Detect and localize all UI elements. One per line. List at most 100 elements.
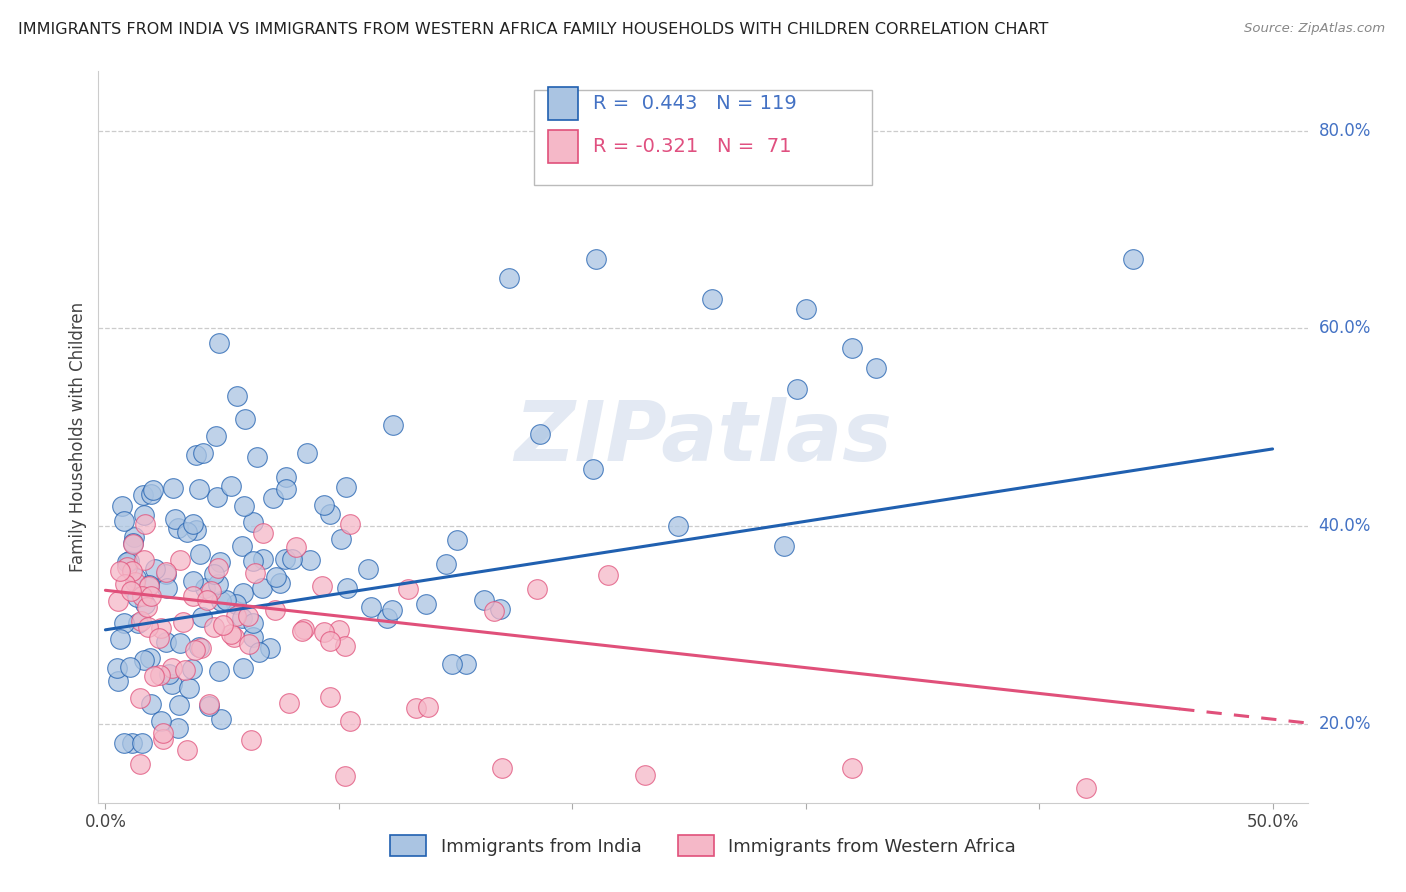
Point bbox=[207, 490, 229, 504]
Point bbox=[148, 632, 170, 646]
Point bbox=[211, 594, 233, 608]
Point bbox=[211, 617, 233, 632]
Point bbox=[112, 616, 135, 631]
Point bbox=[198, 698, 221, 713]
Point bbox=[169, 698, 191, 712]
Point bbox=[152, 731, 174, 746]
Point bbox=[207, 561, 229, 575]
Point bbox=[111, 500, 134, 514]
Point bbox=[108, 632, 131, 646]
Point bbox=[202, 566, 225, 581]
Point bbox=[381, 603, 404, 617]
Text: IMMIGRANTS FROM INDIA VS IMMIGRANTS FROM WESTERN AFRICA FAMILY HOUSEHOLDS WITH C: IMMIGRANTS FROM INDIA VS IMMIGRANTS FROM… bbox=[18, 22, 1049, 37]
Point bbox=[105, 661, 128, 675]
Point bbox=[150, 621, 173, 635]
Point bbox=[233, 412, 256, 426]
Point bbox=[238, 637, 260, 651]
Point bbox=[160, 660, 183, 674]
Point bbox=[115, 559, 138, 574]
Point bbox=[219, 479, 242, 493]
Point bbox=[405, 701, 427, 715]
Point bbox=[225, 609, 247, 624]
Point bbox=[274, 552, 297, 566]
Point bbox=[382, 417, 405, 432]
Point bbox=[121, 564, 143, 578]
Point bbox=[786, 382, 808, 396]
Point bbox=[489, 601, 512, 615]
Point bbox=[841, 761, 863, 775]
Point bbox=[454, 657, 477, 671]
Point bbox=[773, 539, 796, 553]
Point bbox=[125, 571, 148, 585]
Point bbox=[115, 555, 138, 569]
Point bbox=[107, 674, 129, 689]
Point bbox=[204, 619, 226, 633]
Point bbox=[208, 335, 231, 350]
Point bbox=[149, 668, 172, 682]
Point bbox=[207, 576, 229, 591]
Point bbox=[319, 507, 342, 521]
Point bbox=[634, 767, 657, 781]
Point bbox=[114, 577, 136, 591]
Point bbox=[249, 644, 271, 658]
Point bbox=[498, 271, 520, 285]
Point bbox=[132, 508, 155, 522]
Point bbox=[232, 586, 254, 600]
Point bbox=[155, 565, 177, 579]
Point bbox=[416, 699, 439, 714]
Text: 60.0%: 60.0% bbox=[1319, 319, 1371, 337]
Point bbox=[596, 567, 619, 582]
Point bbox=[176, 742, 198, 756]
Point bbox=[155, 634, 177, 648]
Point bbox=[474, 593, 496, 607]
Point bbox=[357, 562, 380, 576]
Point bbox=[582, 462, 605, 476]
Point bbox=[274, 483, 297, 497]
Point bbox=[335, 480, 357, 494]
Point bbox=[172, 615, 194, 629]
Point bbox=[865, 360, 887, 375]
Point bbox=[585, 252, 607, 267]
Point bbox=[122, 531, 145, 545]
Point bbox=[224, 631, 246, 645]
Point bbox=[1121, 252, 1143, 267]
Point bbox=[794, 301, 817, 316]
Point bbox=[209, 555, 232, 569]
Point bbox=[180, 661, 202, 675]
Point bbox=[312, 499, 335, 513]
Point bbox=[666, 519, 689, 533]
Point bbox=[132, 553, 155, 567]
Point bbox=[132, 488, 155, 502]
Point bbox=[231, 611, 253, 625]
Text: 80.0%: 80.0% bbox=[1319, 121, 1371, 140]
Point bbox=[298, 553, 321, 567]
Point bbox=[191, 610, 214, 624]
Point bbox=[233, 500, 256, 514]
Point bbox=[526, 582, 548, 597]
Point bbox=[243, 566, 266, 581]
Point bbox=[129, 691, 152, 706]
Point bbox=[291, 624, 314, 638]
Point bbox=[252, 581, 274, 595]
Point bbox=[339, 517, 361, 532]
Point bbox=[157, 667, 180, 681]
Text: R =  0.443   N = 119: R = 0.443 N = 119 bbox=[593, 95, 797, 113]
Point bbox=[184, 642, 207, 657]
Point bbox=[231, 661, 253, 675]
Point bbox=[335, 639, 357, 653]
Point bbox=[225, 598, 247, 612]
Point bbox=[136, 620, 159, 634]
Point bbox=[187, 482, 209, 496]
Point bbox=[176, 524, 198, 539]
Point bbox=[841, 341, 863, 355]
Point bbox=[377, 610, 399, 624]
Point bbox=[209, 712, 232, 726]
Point bbox=[284, 540, 307, 554]
Point bbox=[360, 600, 382, 615]
Point bbox=[226, 389, 249, 403]
Legend: Immigrants from India, Immigrants from Western Africa: Immigrants from India, Immigrants from W… bbox=[382, 828, 1024, 863]
Point bbox=[152, 726, 174, 740]
Point bbox=[167, 521, 190, 535]
Point bbox=[197, 592, 219, 607]
Point bbox=[108, 564, 131, 578]
